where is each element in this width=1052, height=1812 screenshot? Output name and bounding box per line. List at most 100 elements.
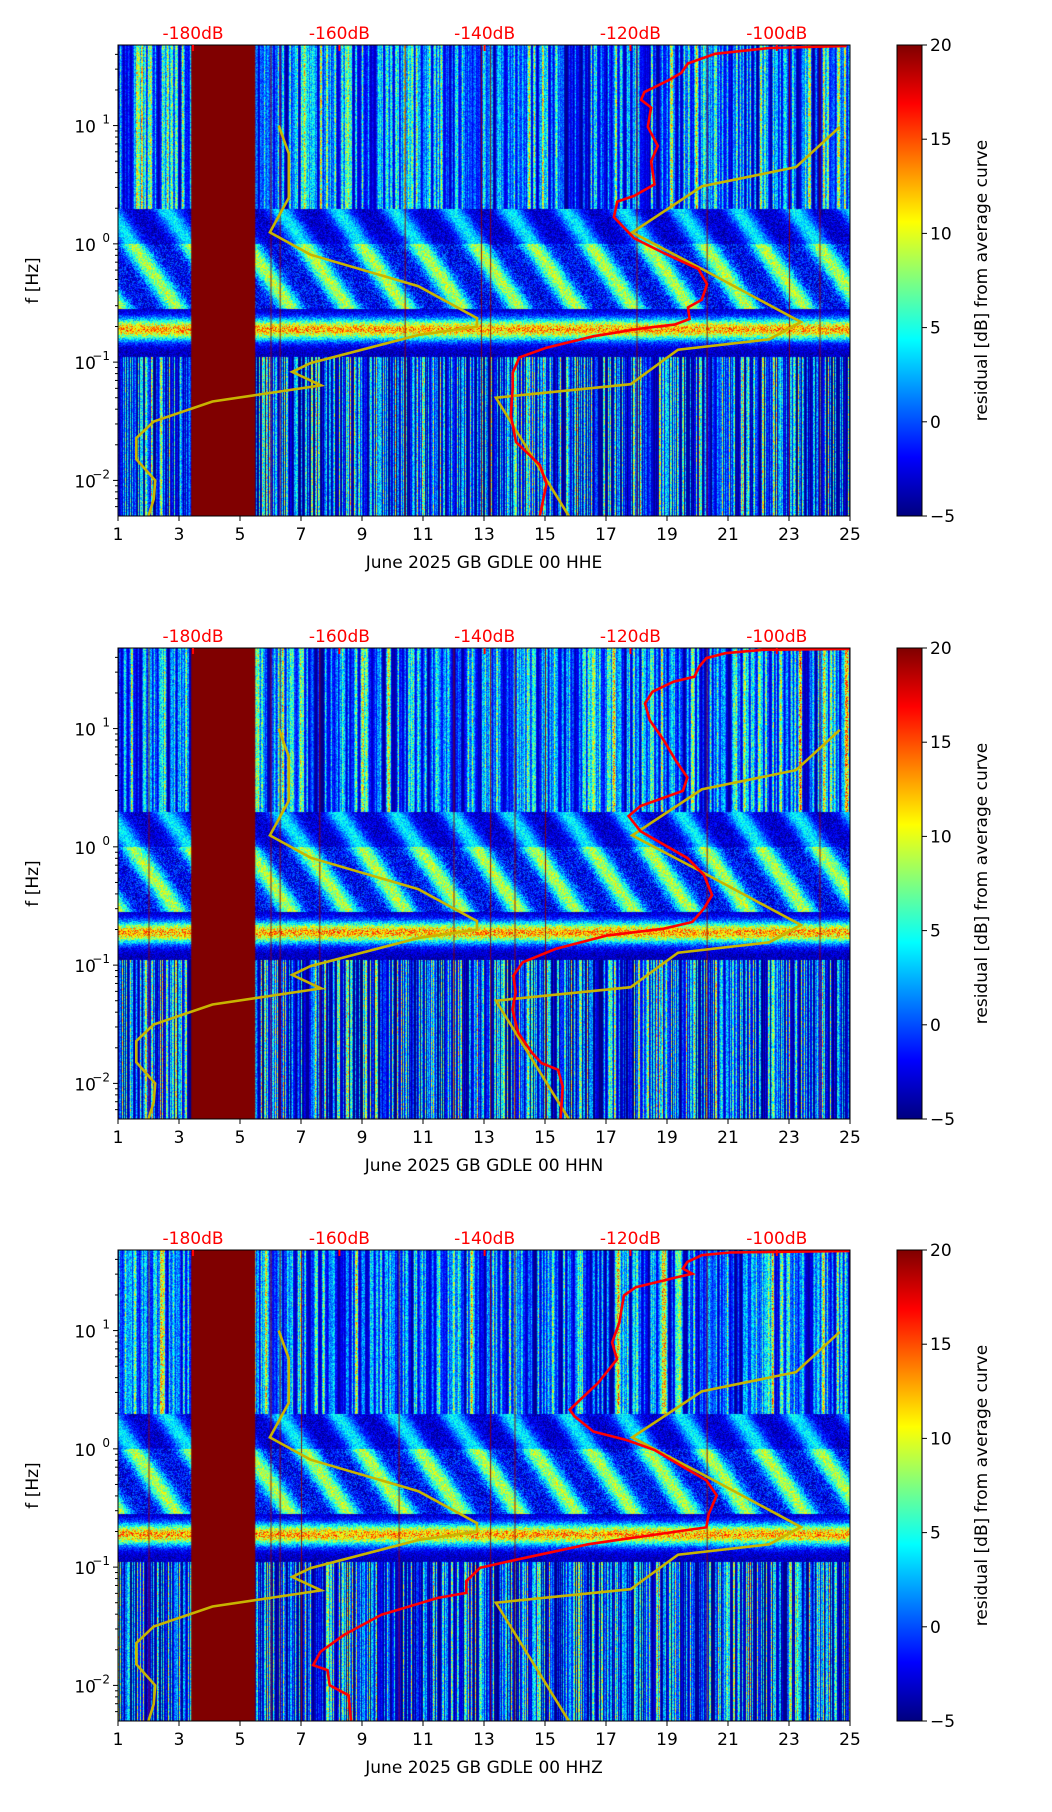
- x-tick-label: 11: [412, 1128, 434, 1148]
- average-curve-line: [509, 44, 847, 517]
- x-tick-label: 23: [778, 1128, 800, 1148]
- y-tick-label: 10: [74, 721, 96, 741]
- average-curve-line: [511, 647, 851, 1119]
- x-tick-label: 3: [174, 1730, 185, 1750]
- x-tick-label: 5: [235, 1730, 246, 1750]
- x-tick-label: 13: [473, 1128, 495, 1148]
- db-label: -160dB: [309, 24, 370, 44]
- low-noise-model-line: [135, 728, 479, 1120]
- y-tick-exponent: −2: [92, 1672, 110, 1686]
- x-tick-label: 17: [595, 1730, 617, 1750]
- colorbar-tick-label: 0: [930, 413, 941, 433]
- x-tick-label: 19: [656, 1730, 678, 1750]
- colorbar-tick-label: −5: [930, 507, 955, 527]
- y-tick-label: 10: [74, 1559, 96, 1579]
- y-tick-label: 10: [74, 1677, 96, 1697]
- x-tick-label: 21: [717, 1730, 739, 1750]
- colorbar-tick-label: 5: [930, 319, 941, 339]
- colorbar-tick-label: 15: [930, 130, 952, 150]
- db-label: -140dB: [454, 1229, 515, 1249]
- x-tick-label: 3: [174, 525, 185, 545]
- y-axis-label: f [Hz]: [23, 860, 43, 906]
- db-label: -180dB: [163, 24, 224, 44]
- db-label: -120dB: [600, 24, 661, 44]
- db-label: -160dB: [309, 627, 370, 647]
- colorbar-label: residual [dB] from average curve: [972, 140, 992, 421]
- x-tick-label: 5: [235, 1128, 246, 1148]
- x-tick-label: 15: [534, 1730, 556, 1750]
- x-tick-label: 13: [473, 525, 495, 545]
- x-tick-label: 19: [656, 525, 678, 545]
- x-tick-label: 23: [778, 1730, 800, 1750]
- x-tick-label: 21: [717, 525, 739, 545]
- colorbar-label: residual [dB] from average curve: [972, 743, 992, 1024]
- x-tick-label: 9: [357, 1730, 368, 1750]
- colorbar-tick-label: 0: [930, 1016, 941, 1036]
- y-tick-label: 10: [74, 354, 96, 374]
- db-label: -100dB: [746, 1229, 807, 1249]
- y-axis-label: f [Hz]: [23, 257, 43, 303]
- db-label: -180dB: [163, 1229, 224, 1249]
- y-tick-exponent: −2: [92, 467, 110, 481]
- x-tick-label: 17: [595, 525, 617, 545]
- db-label: -120dB: [600, 1229, 661, 1249]
- x-tick-label: 7: [296, 1730, 307, 1750]
- x-tick-label: 11: [412, 1730, 434, 1750]
- x-tick-label: 5: [235, 525, 246, 545]
- y-tick-label: 10: [74, 1441, 96, 1461]
- colorbar-tick-label: 20: [930, 639, 952, 659]
- y-tick-exponent: −2: [92, 1070, 110, 1084]
- spectrogram-heatmap: [118, 648, 850, 1119]
- colorbar-tick-label: 10: [930, 1429, 952, 1449]
- high-noise-model-line: [493, 1330, 841, 1722]
- y-axis-label: f [Hz]: [23, 1462, 43, 1508]
- y-tick-label: 10: [74, 1075, 96, 1095]
- colorbar: [896, 1249, 923, 1722]
- y-tick-exponent: 1: [102, 1318, 110, 1332]
- colorbar-tick-label: 0: [930, 1618, 941, 1638]
- colorbar-label: residual [dB] from average curve: [972, 1345, 992, 1626]
- x-axis-label: June 2025 GB GDLE 00 HHE: [365, 553, 603, 573]
- x-tick-label: 17: [595, 1128, 617, 1148]
- x-tick-label: 7: [296, 1128, 307, 1148]
- x-tick-label: 9: [357, 1128, 368, 1148]
- average-curve-line: [311, 1249, 851, 1721]
- y-tick-label: 10: [74, 957, 96, 977]
- colorbar-tick-label: 20: [930, 36, 952, 56]
- db-label: -160dB: [309, 1229, 370, 1249]
- y-tick-exponent: 0: [102, 1436, 110, 1450]
- colorbar-tick-label: 5: [930, 1524, 941, 1544]
- db-label: -100dB: [746, 24, 807, 44]
- y-tick-exponent: −1: [92, 349, 110, 363]
- x-tick-label: 25: [839, 525, 861, 545]
- x-tick-label: 15: [534, 525, 556, 545]
- high-noise-model-line: [493, 125, 841, 517]
- spectrogram-heatmap: [118, 1250, 850, 1721]
- x-axis-label: June 2025 GB GDLE 00 HHZ: [364, 1758, 602, 1778]
- y-tick-label: 10: [74, 118, 96, 138]
- colorbar-tick-label: −5: [930, 1110, 955, 1130]
- colorbar-tick-label: 10: [930, 827, 952, 847]
- x-tick-label: 1: [113, 525, 124, 545]
- y-tick-label: 10: [74, 236, 96, 256]
- colorbar-tick-label: 5: [930, 922, 941, 942]
- y-tick-exponent: 1: [102, 113, 110, 127]
- spectrogram-panel-1: -180dB -160dB -140dB -120dB -100dB 1 3 5 7 9 11 13 1…: [0, 0, 1052, 604]
- db-label: -100dB: [746, 627, 807, 647]
- colorbar-tick-label: 15: [930, 1335, 952, 1355]
- low-noise-model-line: [135, 125, 479, 517]
- x-tick-label: 3: [174, 1128, 185, 1148]
- x-tick-label: 19: [656, 1128, 678, 1148]
- x-tick-label: 7: [296, 525, 307, 545]
- db-label: -180dB: [163, 627, 224, 647]
- colorbar-tick-label: −5: [930, 1712, 955, 1732]
- spectrogram-panel-2: -180dB -160dB -140dB -120dB -100dB 1 3 5 7 9 11 13 1…: [0, 0, 1052, 1176]
- colorbar: [896, 647, 923, 1120]
- x-tick-label: 21: [717, 1128, 739, 1148]
- x-tick-label: 15: [534, 1128, 556, 1148]
- x-tick-label: 9: [357, 525, 368, 545]
- colorbar: [896, 44, 923, 517]
